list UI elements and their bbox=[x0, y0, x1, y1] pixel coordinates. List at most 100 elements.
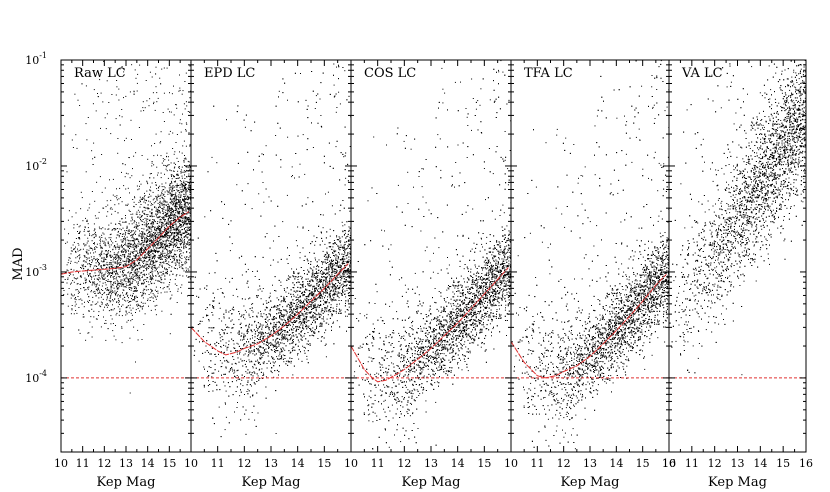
data-point bbox=[121, 109, 123, 110]
data-point bbox=[151, 296, 153, 298]
data-point bbox=[75, 251, 77, 253]
data-point bbox=[87, 287, 89, 289]
data-point bbox=[116, 266, 118, 268]
data-point bbox=[100, 127, 101, 129]
data-point bbox=[165, 166, 167, 168]
data-point bbox=[180, 238, 182, 240]
data-point bbox=[121, 236, 123, 237]
data-point bbox=[140, 204, 142, 205]
data-point bbox=[106, 80, 108, 82]
data-point bbox=[183, 240, 185, 242]
data-point bbox=[162, 231, 164, 232]
data-point bbox=[157, 221, 159, 223]
data-point bbox=[186, 259, 188, 261]
data-point bbox=[117, 262, 119, 264]
data-point bbox=[127, 281, 129, 283]
data-point bbox=[145, 257, 147, 259]
data-point bbox=[133, 259, 135, 261]
data-point bbox=[78, 255, 80, 257]
data-point bbox=[178, 220, 180, 222]
data-point bbox=[187, 233, 189, 235]
data-point bbox=[150, 223, 152, 225]
data-point bbox=[169, 251, 171, 253]
data-point bbox=[115, 256, 117, 258]
data-point bbox=[149, 231, 151, 233]
data-point bbox=[178, 212, 180, 214]
x-tick-label: 11 bbox=[76, 457, 90, 470]
data-point bbox=[149, 258, 151, 260]
data-point bbox=[147, 255, 149, 257]
data-point bbox=[143, 260, 145, 262]
data-point bbox=[112, 304, 113, 306]
data-point bbox=[63, 290, 65, 291]
data-point bbox=[152, 297, 154, 299]
data-point bbox=[161, 193, 163, 195]
data-point bbox=[178, 199, 179, 201]
data-point bbox=[130, 271, 132, 273]
data-point bbox=[167, 223, 169, 225]
data-point bbox=[101, 294, 103, 296]
data-point bbox=[168, 246, 170, 248]
data-point bbox=[116, 301, 118, 303]
data-point bbox=[140, 201, 141, 203]
data-point bbox=[175, 263, 177, 265]
data-point bbox=[144, 107, 146, 109]
data-point bbox=[176, 235, 178, 237]
data-point bbox=[124, 255, 126, 257]
data-point bbox=[160, 276, 162, 278]
data-point bbox=[146, 226, 148, 228]
data-point bbox=[71, 282, 72, 284]
data-point bbox=[95, 283, 97, 285]
data-point bbox=[122, 227, 124, 229]
data-point bbox=[71, 250, 73, 252]
data-point bbox=[143, 197, 145, 199]
data-point bbox=[103, 265, 105, 267]
data-point bbox=[187, 202, 189, 204]
data-point bbox=[144, 254, 146, 256]
data-point bbox=[103, 264, 105, 265]
data-point bbox=[153, 202, 155, 204]
data-point bbox=[176, 240, 178, 241]
data-point bbox=[110, 276, 112, 278]
data-point bbox=[141, 237, 143, 239]
data-point bbox=[141, 260, 143, 262]
data-point bbox=[178, 202, 180, 203]
data-point bbox=[126, 227, 127, 229]
data-point bbox=[170, 297, 172, 299]
data-point bbox=[143, 212, 145, 214]
data-point bbox=[149, 263, 151, 265]
data-point bbox=[117, 138, 119, 139]
data-point bbox=[186, 269, 187, 271]
data-point bbox=[68, 275, 70, 277]
data-point bbox=[111, 267, 113, 269]
data-point bbox=[179, 184, 181, 186]
data-point bbox=[84, 289, 86, 291]
data-point bbox=[83, 268, 85, 270]
data-point bbox=[172, 170, 174, 172]
data-point bbox=[113, 281, 115, 283]
data-point bbox=[139, 268, 141, 270]
data-point bbox=[89, 234, 91, 236]
data-point bbox=[163, 235, 165, 237]
data-point bbox=[133, 251, 135, 252]
data-point bbox=[171, 294, 173, 296]
data-point bbox=[134, 261, 136, 263]
data-point bbox=[177, 213, 179, 215]
data-point bbox=[159, 271, 161, 273]
data-point bbox=[146, 180, 148, 182]
data-point bbox=[171, 191, 173, 193]
data-point bbox=[114, 210, 116, 212]
data-point bbox=[68, 257, 70, 258]
data-point bbox=[188, 208, 190, 210]
data-point bbox=[187, 199, 189, 201]
data-point bbox=[116, 295, 118, 297]
data-point bbox=[91, 304, 93, 306]
data-point bbox=[136, 290, 137, 292]
data-point bbox=[180, 240, 182, 242]
data-point bbox=[83, 287, 84, 289]
data-point bbox=[149, 227, 151, 229]
data-point bbox=[98, 288, 100, 290]
data-point bbox=[114, 257, 116, 259]
data-point bbox=[183, 210, 185, 212]
data-point bbox=[142, 266, 144, 268]
